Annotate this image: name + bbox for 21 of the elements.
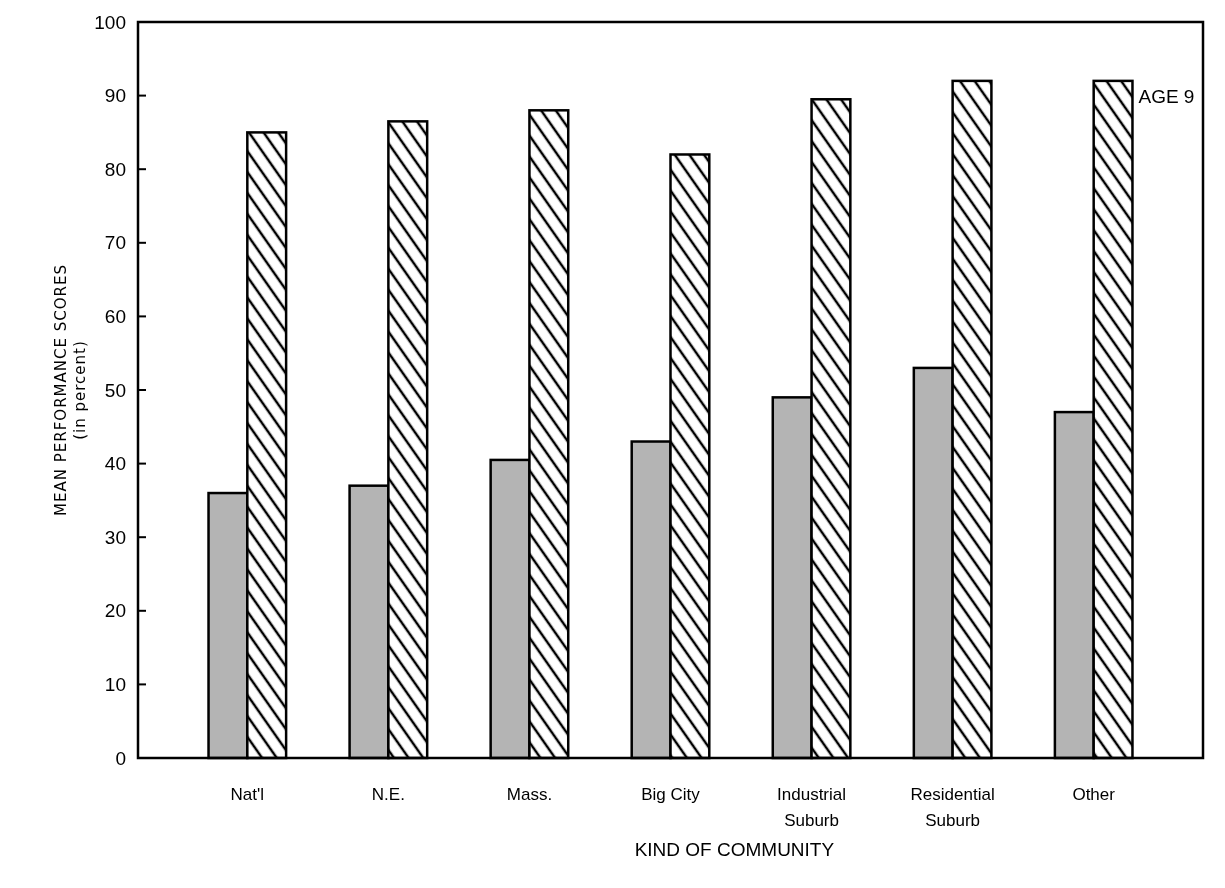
y-tick-label: 20 <box>104 600 126 622</box>
y-tick-label: 50 <box>104 379 126 401</box>
y-tick-label: 100 <box>94 11 126 33</box>
y-tick-label: 90 <box>104 85 126 107</box>
y-tick-label: 60 <box>104 306 126 328</box>
x-tick-label: Industrial Suburb <box>777 785 847 830</box>
x-tick-label: Nat'l <box>230 785 265 804</box>
y-tick-label: 70 <box>104 232 126 254</box>
x-tick-label: Other <box>1072 785 1116 804</box>
y-tick-label: 0 <box>115 747 126 769</box>
y-axis-title: MEAN PERFORMANCE SCORES (in percent) <box>52 264 89 516</box>
y-tick-label: 30 <box>104 526 126 548</box>
y-tick-label: 80 <box>104 158 126 180</box>
y-tick-label: 10 <box>104 674 126 696</box>
x-tick-label: Residential Suburb <box>910 785 995 830</box>
series-label: AGE 9 <box>1138 85 1195 107</box>
x-tick-label: Mass. <box>506 785 553 804</box>
y-tick-label: 40 <box>104 453 126 475</box>
x-tick-label: Big City <box>641 785 701 804</box>
x-tick-label: N.E. <box>371 785 405 804</box>
x-axis-title: KIND OF COMMUNITY <box>634 839 835 860</box>
